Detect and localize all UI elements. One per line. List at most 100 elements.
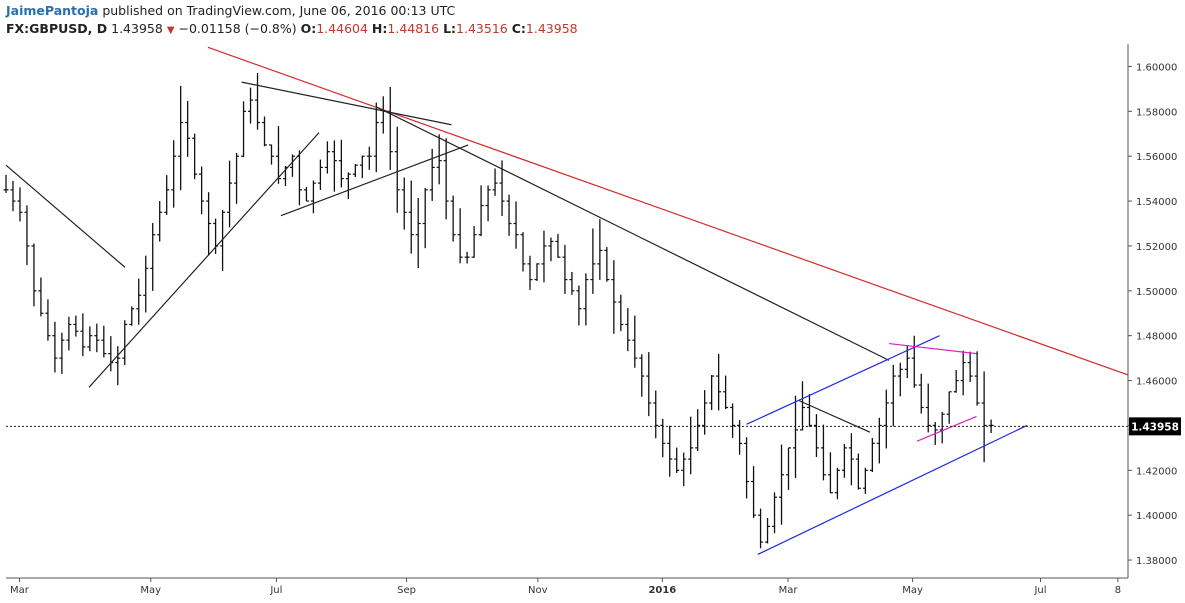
ohlc-bar <box>331 140 337 192</box>
trendline[interactable] <box>88 132 320 388</box>
y-tick-label: 1.52000 <box>1136 242 1177 253</box>
ohlc-bar <box>401 177 407 230</box>
ohlc-bar <box>813 414 819 457</box>
ohlc-bar <box>289 154 295 177</box>
trendline[interactable] <box>241 81 452 126</box>
ohlc-bar <box>869 437 875 472</box>
trendline[interactable] <box>799 400 871 433</box>
y-tick-label: 1.48000 <box>1136 332 1177 343</box>
ohlc-bar <box>779 444 785 525</box>
y-tick-label: 1.42000 <box>1136 466 1177 477</box>
close-label: C: <box>511 21 526 36</box>
ohlc-bar <box>772 492 778 534</box>
trendline[interactable] <box>916 415 977 442</box>
ohlc-bar <box>150 222 156 291</box>
x-axis-ticks[interactable]: Mar May Jul Sep Nov 2016 Mar May Jul 8 <box>10 578 1121 596</box>
ohlc-bar <box>52 321 58 373</box>
ohlc-bar <box>429 148 435 201</box>
y-axis-ticks[interactable]: 1.60000 1.58000 1.56000 1.54000 1.52000 1.500… <box>1128 62 1177 567</box>
ohlc-bar <box>520 232 526 272</box>
ohlc-bar <box>674 447 680 473</box>
ohlc-bar <box>751 466 757 519</box>
ohlc-bar <box>541 230 547 283</box>
high-label: H: <box>371 21 388 36</box>
ohlc-bar <box>604 247 610 282</box>
ohlc-bar <box>338 139 344 188</box>
ohlc-bar <box>569 271 575 295</box>
ohlc-bar <box>415 198 421 268</box>
ohlc-bar <box>485 185 491 222</box>
ohlc-bar <box>730 403 736 438</box>
x-tick-label: Mar <box>10 585 30 596</box>
ohlc-bar <box>66 316 72 351</box>
ohlc-bar <box>827 452 833 494</box>
low-label: L: <box>443 21 457 36</box>
ohlc-bar <box>723 375 729 410</box>
ohlc-bar <box>792 395 798 479</box>
ohlc-bar <box>611 260 617 334</box>
ohlc-bar <box>841 444 847 478</box>
ohlc-bar <box>862 467 868 494</box>
ohlc-bar <box>303 187 309 202</box>
ohlc-bar <box>806 394 812 427</box>
trendline[interactable] <box>746 335 940 425</box>
ohlc-bar <box>3 174 9 193</box>
ohlc-bar <box>268 144 274 165</box>
ohlc-bar <box>876 417 882 464</box>
last-price-tag: 1.43958 <box>1129 417 1181 436</box>
ohlc-bar <box>555 233 561 258</box>
ohlc-bars <box>3 72 994 549</box>
ohlc-bar <box>527 255 533 290</box>
trendline[interactable] <box>375 106 890 361</box>
ohlc-bar <box>317 159 323 190</box>
ohlc-bar <box>241 101 247 158</box>
ohlc-bar <box>660 418 666 458</box>
ohlc-bar <box>513 201 519 249</box>
ohlc-bar <box>178 85 184 191</box>
ohlc-bar <box>59 332 65 375</box>
ohlc-bar <box>583 273 589 326</box>
trendline[interactable] <box>207 46 1129 376</box>
ohlc-bar <box>799 381 805 431</box>
ohlc-bar <box>394 126 400 213</box>
ohlc-bar <box>471 226 477 258</box>
x-tick-label: 8 <box>1115 585 1121 596</box>
ohlc-bar <box>786 447 792 490</box>
author-name[interactable]: JaimePantoja <box>6 3 99 18</box>
ohlc-bar <box>897 362 903 397</box>
ohlc-bar <box>275 125 281 184</box>
plot-area[interactable] <box>6 44 1128 578</box>
ohlc-bar <box>953 370 959 393</box>
ohlc-bar <box>366 146 372 170</box>
ohlc-bar <box>255 72 261 130</box>
ohlc-bar <box>744 437 750 499</box>
trendline[interactable] <box>280 144 469 217</box>
ohlc-bar <box>639 354 645 397</box>
x-tick-label: Mar <box>779 585 799 596</box>
ohlc-bar <box>695 409 701 452</box>
ohlc-bar <box>192 133 198 180</box>
price-tag-box <box>1129 417 1181 436</box>
ohlc-bar <box>883 389 889 449</box>
ohlc-bar <box>373 102 379 173</box>
ohlc-bar <box>129 306 135 326</box>
trendline[interactable] <box>757 424 1028 555</box>
ohlc-bar <box>17 187 23 222</box>
ohlc-bar <box>87 326 93 352</box>
ohlc-bar <box>10 180 16 212</box>
ohlc-bar <box>248 87 254 124</box>
ohlc-bar <box>653 390 659 439</box>
trendline[interactable] <box>888 342 977 355</box>
chart-header: JaimePantoja published on TradingView.co… <box>6 2 578 40</box>
ohlc-bar <box>834 467 840 500</box>
ohlc-bar <box>31 243 37 307</box>
trendline[interactable] <box>5 164 126 268</box>
ohlc-bar <box>848 433 854 486</box>
y-tick-label: 1.54000 <box>1136 197 1177 208</box>
ohlc-bar <box>436 134 442 185</box>
ohlc-bar <box>262 116 268 147</box>
ohlc-bar <box>890 364 896 427</box>
y-tick-label: 1.58000 <box>1136 107 1177 118</box>
ohlc-bar <box>443 138 449 220</box>
